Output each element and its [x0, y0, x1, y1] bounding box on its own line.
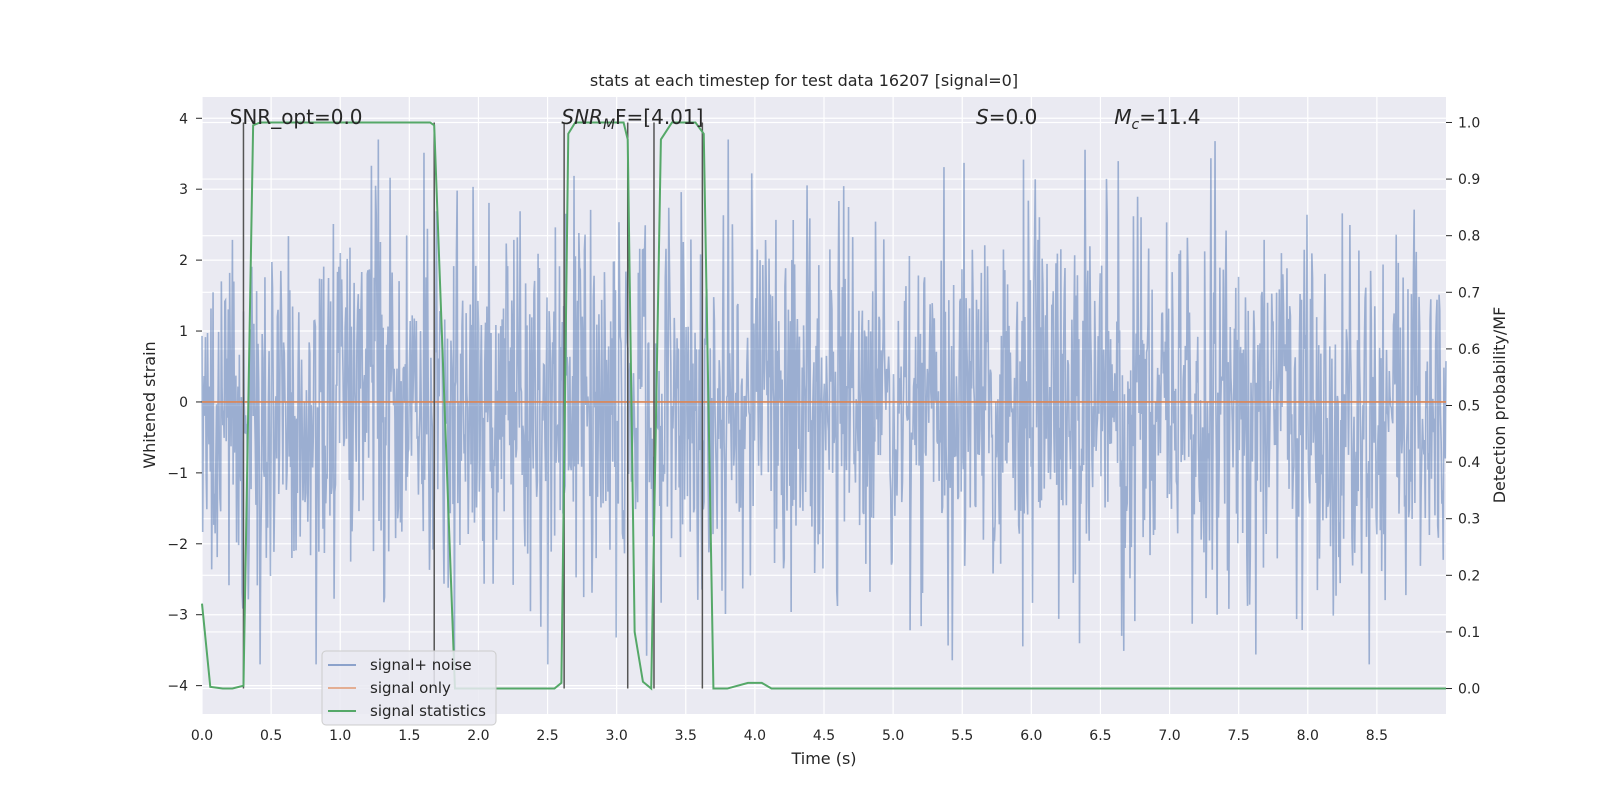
x-tick-label: 4.0 — [744, 728, 766, 744]
y-tick-label: −3 — [167, 608, 188, 624]
annotation-value: F=[4.01] — [615, 105, 703, 129]
x-tick-label: 1.5 — [398, 728, 420, 744]
y-axis-label-right: Detection probability/MF — [1490, 307, 1509, 504]
legend: signal+ noise signal only signal statistic… — [321, 650, 497, 726]
annotation-symbol: S — [976, 105, 989, 129]
y-ticks-right: 1.0 0.9 0.8 0.7 0.6 0.5 0.4 0.3 0.2 0.1 0.0 — [1446, 115, 1480, 698]
annotation-text: SNRMF=[4.01] — [561, 105, 703, 133]
y-right-tick-label: 0.1 — [1458, 625, 1480, 641]
y-tick-label: −1 — [167, 466, 188, 482]
y-tick-label: 3 — [179, 182, 188, 198]
annotation-value: =11.4 — [1139, 105, 1200, 129]
marker-lines — [242, 122, 704, 689]
x-tick-label: 0.0 — [191, 728, 213, 744]
annotation-text: Mc=11.4 — [1114, 105, 1200, 133]
y-right-tick-label: 0.7 — [1458, 285, 1480, 301]
x-tick-label: 4.5 — [813, 728, 835, 744]
y-tick-label: 0 — [179, 395, 188, 411]
legend-label: signal statistics — [370, 702, 486, 720]
y-right-tick-label: 0.6 — [1458, 342, 1480, 358]
x-tick-label: 2.0 — [467, 728, 489, 744]
annotation-text: S=0.0 — [976, 105, 1037, 129]
x-tick-label: 0.5 — [260, 728, 282, 744]
y-right-tick-label: 0.5 — [1458, 399, 1480, 415]
annotation-subscript: M — [603, 117, 615, 133]
y-right-tick-label: 0.4 — [1458, 455, 1480, 471]
y-tick-label: 1 — [179, 324, 188, 340]
x-tick-label: 7.5 — [1228, 728, 1250, 744]
y-right-tick-label: 0.2 — [1458, 568, 1480, 584]
y-right-tick-label: 0.8 — [1458, 229, 1480, 245]
x-tick-label: 1.0 — [329, 728, 351, 744]
x-tick-label: 6.5 — [1089, 728, 1111, 744]
legend-label: signal only — [370, 679, 451, 697]
x-ticks: 0.0 0.5 1.0 1.5 2.0 2.5 3.0 3.5 4.0 4.5 5.0 5.5 6.0 6… — [191, 728, 1388, 744]
x-axis-label: Time (s) — [790, 749, 856, 768]
legend-box — [321, 650, 497, 726]
statistics-line — [201, 121, 1446, 691]
y-axis-label: Whitened strain — [140, 341, 159, 468]
x-tick-label: 7.0 — [1158, 728, 1180, 744]
y-tick-label: −4 — [167, 679, 188, 695]
y-right-tick-label: 1.0 — [1458, 115, 1480, 131]
legend-label: signal+ noise — [370, 656, 472, 674]
annotation-value: =0.0 — [989, 105, 1038, 129]
chart-title: stats at each timestep for test data 162… — [590, 71, 1018, 90]
y-tick-label: 4 — [179, 111, 188, 127]
y-tick-label: 2 — [179, 253, 188, 269]
x-tick-label: 6.0 — [1020, 728, 1042, 744]
annotation-subscript: c — [1132, 117, 1140, 133]
x-tick-label: 8.5 — [1366, 728, 1388, 744]
annotations: SNR_opt=0.0 SNRMF=[4.01] S=0.0 Mc=11.4 — [230, 105, 1201, 133]
statistics-series — [201, 121, 1446, 691]
y-ticks-left: 4 3 2 1 0 −1 −2 −3 −4 — [167, 111, 202, 695]
y-right-tick-label: 0.9 — [1458, 172, 1480, 188]
x-tick-label: 8.0 — [1297, 728, 1319, 744]
x-tick-label: 3.5 — [675, 728, 697, 744]
x-tick-label: 5.5 — [951, 728, 973, 744]
x-tick-label: 3.0 — [606, 728, 628, 744]
noise-line — [201, 139, 1447, 665]
annotation-text: SNR_opt=0.0 — [230, 105, 363, 129]
x-tick-label: 5.0 — [882, 728, 904, 744]
annotation-symbol: SNR — [561, 105, 603, 129]
y-right-tick-label: 0.0 — [1458, 682, 1480, 698]
x-tick-label: 2.5 — [536, 728, 558, 744]
noise-series — [201, 139, 1447, 665]
y-tick-label: −2 — [167, 537, 188, 553]
annotation-symbol: M — [1114, 105, 1131, 129]
y-right-tick-label: 0.3 — [1458, 512, 1480, 528]
